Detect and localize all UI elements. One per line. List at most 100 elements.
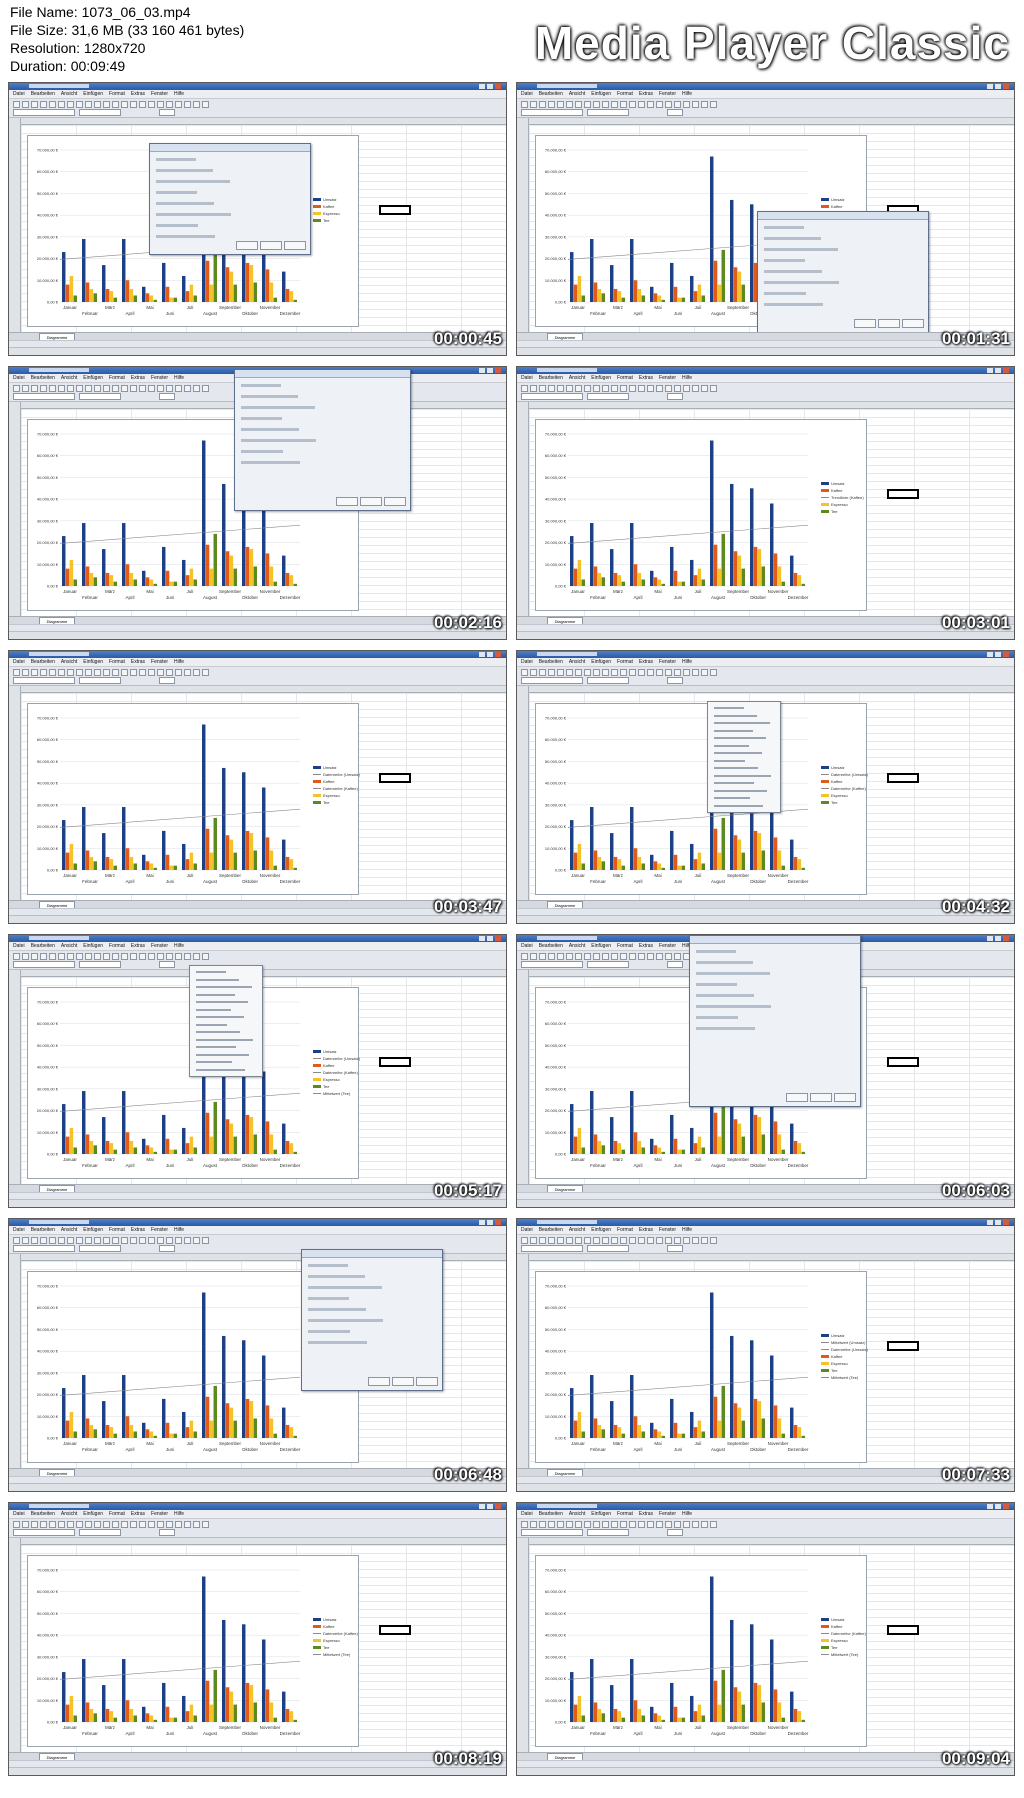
- toolbar-button-icon[interactable]: [184, 669, 191, 676]
- toolbar-button-icon[interactable]: [638, 385, 645, 392]
- toolbar-button-icon[interactable]: [112, 385, 119, 392]
- toolbar-button-icon[interactable]: [22, 1237, 29, 1244]
- toolbar-button-icon[interactable]: [593, 1521, 600, 1528]
- menu-item[interactable]: Bearbeiten: [30, 1511, 55, 1517]
- toolbar-button-icon[interactable]: [584, 1237, 591, 1244]
- minimize-icon[interactable]: [987, 1504, 993, 1509]
- toolbar-button-icon[interactable]: [157, 101, 164, 108]
- minimize-icon[interactable]: [987, 652, 993, 657]
- toolbar-button-icon[interactable]: [157, 669, 164, 676]
- toolbar-button-icon[interactable]: [121, 1237, 128, 1244]
- menu-item[interactable]: Fenster: [151, 375, 168, 381]
- menu-item[interactable]: Format: [109, 943, 125, 949]
- toolbar-button-icon[interactable]: [575, 385, 582, 392]
- toolbar-button-icon[interactable]: [701, 1521, 708, 1528]
- minimize-icon[interactable]: [479, 1504, 485, 1509]
- toolbar-button-icon[interactable]: [40, 385, 47, 392]
- toolbar-button-icon[interactable]: [638, 1237, 645, 1244]
- toolbar-button-icon[interactable]: [166, 101, 173, 108]
- dialog-option[interactable]: [156, 169, 213, 172]
- context-menu-item[interactable]: [196, 993, 235, 996]
- dialog-option[interactable]: [696, 994, 754, 997]
- toolbar-combo[interactable]: [79, 677, 121, 684]
- toolbar-button-icon[interactable]: [629, 1521, 636, 1528]
- menu-item[interactable]: Einfügen: [591, 943, 612, 949]
- toolbar-button-icon[interactable]: [674, 669, 681, 676]
- toolbar-button-icon[interactable]: [692, 385, 699, 392]
- toolbar-button-icon[interactable]: [692, 669, 699, 676]
- maximize-icon[interactable]: [487, 1220, 493, 1225]
- toolbar-button-icon[interactable]: [656, 669, 663, 676]
- menu-item[interactable]: Fenster: [151, 91, 168, 97]
- toolbar-button-icon[interactable]: [139, 669, 146, 676]
- toolbar-button-icon[interactable]: [638, 669, 645, 676]
- toolbar-button-icon[interactable]: [148, 669, 155, 676]
- toolbar-button-icon[interactable]: [40, 953, 47, 960]
- toolbar-button-icon[interactable]: [139, 101, 146, 108]
- menu-item[interactable]: Extras: [638, 91, 654, 97]
- toolbar-button-icon[interactable]: [656, 1521, 663, 1528]
- toolbar-button-icon[interactable]: [121, 101, 128, 108]
- toolbar-button-icon[interactable]: [602, 385, 609, 392]
- toolbar-button-icon[interactable]: [530, 1237, 537, 1244]
- toolbar-button-icon[interactable]: [49, 1237, 56, 1244]
- toolbar-button-icon[interactable]: [620, 1237, 627, 1244]
- dialog-option[interactable]: [696, 1027, 755, 1030]
- toolbar-button-icon[interactable]: [611, 1521, 618, 1528]
- menu-item[interactable]: Format: [109, 1227, 125, 1233]
- toolbar-button-icon[interactable]: [575, 669, 582, 676]
- menu-item[interactable]: Datei: [13, 375, 25, 381]
- dialog-button[interactable]: [392, 1377, 414, 1386]
- toolbar-button-icon[interactable]: [67, 1237, 74, 1244]
- embedded-chart[interactable]: 0,00 €10.000,00 €20.000,00 €30.000,00 €4…: [535, 1555, 867, 1747]
- toolbar-button-icon[interactable]: [31, 669, 38, 676]
- dialog-option[interactable]: [241, 384, 281, 387]
- toolbar-button-icon[interactable]: [13, 101, 20, 108]
- context-menu-item[interactable]: [714, 752, 762, 754]
- toolbar-button-icon[interactable]: [539, 101, 546, 108]
- menu-item[interactable]: Ansicht: [568, 659, 586, 665]
- toolbar-button-icon[interactable]: [530, 669, 537, 676]
- toolbar-button-icon[interactable]: [620, 953, 627, 960]
- dialog-option[interactable]: [764, 226, 804, 229]
- toolbar-button-icon[interactable]: [13, 385, 20, 392]
- toolbar-combo[interactable]: [521, 961, 583, 968]
- toolbar-button-icon[interactable]: [130, 101, 137, 108]
- menu-item[interactable]: Fenster: [151, 659, 168, 665]
- menu-item[interactable]: Einfügen: [83, 1511, 104, 1517]
- menu-item[interactable]: Fenster: [659, 943, 676, 949]
- toolbar-button-icon[interactable]: [539, 953, 546, 960]
- embedded-chart[interactable]: 0,00 €10.000,00 €20.000,00 €30.000,00 €4…: [535, 419, 867, 611]
- dialog-button[interactable]: [384, 497, 406, 506]
- selected-cell[interactable]: [887, 1057, 919, 1067]
- menu-item[interactable]: Datei: [521, 1227, 533, 1233]
- context-menu-item[interactable]: [196, 1038, 253, 1041]
- toolbar-button-icon[interactable]: [557, 1521, 564, 1528]
- toolbar-button-icon[interactable]: [13, 669, 20, 676]
- toolbar-button-icon[interactable]: [49, 669, 56, 676]
- menu-item[interactable]: Hilfe: [682, 1227, 693, 1233]
- toolbar-combo[interactable]: [13, 1245, 75, 1252]
- context-menu-item[interactable]: [714, 789, 767, 792]
- toolbar-button-icon[interactable]: [22, 385, 29, 392]
- toolbar-button-icon[interactable]: [566, 1521, 573, 1528]
- dialog-option[interactable]: [156, 191, 197, 194]
- toolbar-button-icon[interactable]: [602, 953, 609, 960]
- embedded-chart[interactable]: 0,00 €10.000,00 €20.000,00 €30.000,00 €4…: [535, 703, 868, 895]
- toolbar-button-icon[interactable]: [31, 953, 38, 960]
- toolbar-button-icon[interactable]: [647, 1521, 654, 1528]
- toolbar-button-icon[interactable]: [202, 953, 209, 960]
- menu-item[interactable]: Format: [109, 375, 125, 381]
- toolbar-button-icon[interactable]: [202, 1521, 209, 1528]
- toolbar-button-icon[interactable]: [148, 101, 155, 108]
- toolbar-button-icon[interactable]: [629, 953, 636, 960]
- context-menu-item[interactable]: [196, 1008, 231, 1011]
- toolbar-button-icon[interactable]: [112, 953, 119, 960]
- menu-item[interactable]: Datei: [13, 659, 25, 665]
- dialog-option[interactable]: [764, 270, 822, 273]
- toolbar-button-icon[interactable]: [139, 1521, 146, 1528]
- dialog-option[interactable]: [696, 950, 736, 953]
- dialog-option[interactable]: [156, 158, 196, 161]
- selected-cell[interactable]: [887, 489, 919, 499]
- toolbar-button-icon[interactable]: [710, 1521, 717, 1528]
